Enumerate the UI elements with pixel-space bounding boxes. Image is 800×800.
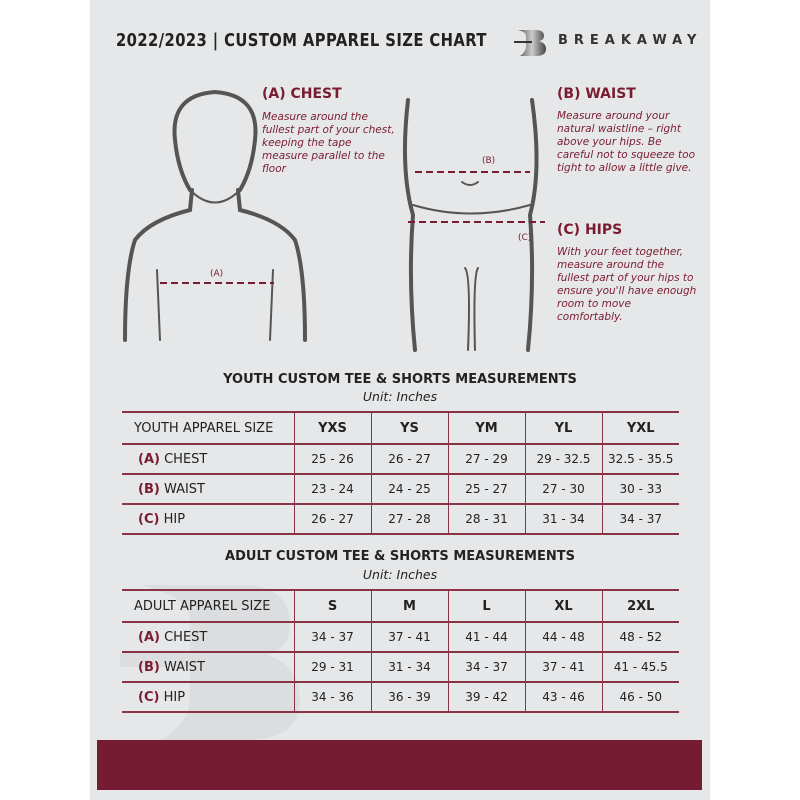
table-cell: 34 - 37 xyxy=(447,651,525,683)
table-row: (B) WAIST 29 - 31 31 - 34 34 - 37 37 - 4… xyxy=(122,651,679,683)
youth-table-title: YOUTH CUSTOM TEE & SHORTS MEASUREMENTS xyxy=(223,372,577,387)
hips-heading: (C) HIPS xyxy=(557,222,623,238)
page-title: 2022/2023 | CUSTOM APPAREL SIZE CHART xyxy=(116,30,487,51)
table-cell: 28 - 31 xyxy=(447,503,525,535)
table-cell: 30 - 33 xyxy=(601,473,679,505)
table-cell: 23 - 24 xyxy=(293,473,371,505)
column-header: YOUTH APPAREL SIZE xyxy=(122,411,294,445)
table-cell: 24 - 25 xyxy=(370,473,448,505)
table-cell: 36 - 39 xyxy=(370,681,448,713)
youth-size-table: YOUTH APPAREL SIZE YXS YS YM YL YXL (A) … xyxy=(122,411,679,535)
column-header: ADULT APPAREL SIZE xyxy=(122,589,294,623)
column-header: S xyxy=(293,589,371,623)
table-cell: 25 - 27 xyxy=(447,473,525,505)
table-row: (A) CHEST 34 - 37 37 - 41 41 - 44 44 - 4… xyxy=(122,621,679,653)
table-row: (C) HIP 26 - 27 27 - 28 28 - 31 31 - 34 … xyxy=(122,503,679,535)
chest-marker: (A) xyxy=(210,269,223,279)
table-row: (A) CHEST 25 - 26 26 - 27 27 - 29 29 - 3… xyxy=(122,443,679,475)
row-label: (C) HIP xyxy=(122,681,294,713)
table-cell: 34 - 36 xyxy=(293,681,371,713)
table-cell: 44 - 48 xyxy=(524,621,602,653)
row-label: (B) WAIST xyxy=(122,651,294,683)
column-header: YXS xyxy=(293,411,371,445)
adult-size-table: ADULT APPAREL SIZE S M L XL 2XL (A) CHES… xyxy=(122,589,679,713)
column-header: YM xyxy=(447,411,525,445)
column-header: YL xyxy=(524,411,602,445)
hips-description: With your feet together, measure around … xyxy=(557,246,697,323)
upper-body-figure xyxy=(123,89,307,342)
table-cell: 39 - 42 xyxy=(447,681,525,713)
table-cell: 25 - 26 xyxy=(293,443,371,475)
lower-body-figure xyxy=(402,98,539,352)
column-header: YS xyxy=(370,411,448,445)
youth-table-unit: Unit: Inches xyxy=(362,389,438,404)
body-illustrations: (A) (B) (C) xyxy=(123,89,545,352)
measure-lines xyxy=(160,171,545,284)
table-header-row: YOUTH APPAREL SIZE YXS YS YM YL YXL xyxy=(122,411,679,445)
table-cell: 48 - 52 xyxy=(601,621,679,653)
row-label: (A) CHEST xyxy=(122,621,294,653)
table-cell: 31 - 34 xyxy=(370,651,448,683)
column-header: 2XL xyxy=(601,589,679,623)
column-header: M xyxy=(370,589,448,623)
adult-table-unit: Unit: Inches xyxy=(362,567,438,582)
table-cell: 41 - 45.5 xyxy=(601,651,679,683)
column-header: YXL xyxy=(601,411,679,445)
table-row: (B) WAIST 23 - 24 24 - 25 25 - 27 27 - 3… xyxy=(122,473,679,505)
table-cell: 43 - 46 xyxy=(524,681,602,713)
footer-band xyxy=(97,740,702,790)
hips-marker: (C) xyxy=(518,233,531,243)
column-header: L xyxy=(447,589,525,623)
chest-heading: (A) CHEST xyxy=(262,86,342,102)
table-cell: 26 - 27 xyxy=(293,503,371,535)
table-cell: 27 - 30 xyxy=(524,473,602,505)
table-cell: 37 - 41 xyxy=(370,621,448,653)
waist-marker: (B) xyxy=(482,156,495,166)
row-label: (C) HIP xyxy=(122,503,294,535)
table-cell: 27 - 29 xyxy=(447,443,525,475)
table-header-row: ADULT APPAREL SIZE S M L XL 2XL xyxy=(122,589,679,623)
table-cell: 29 - 32.5 xyxy=(524,443,602,475)
column-header: XL xyxy=(524,589,602,623)
table-cell: 34 - 37 xyxy=(601,503,679,535)
breakaway-logo-icon xyxy=(514,30,546,56)
table-cell: 41 - 44 xyxy=(447,621,525,653)
waist-heading: (B) WAIST xyxy=(557,86,636,102)
table-cell: 29 - 31 xyxy=(293,651,371,683)
adult-table-title: ADULT CUSTOM TEE & SHORTS MEASUREMENTS xyxy=(225,549,575,564)
row-label: (A) CHEST xyxy=(122,443,294,475)
chest-description: Measure around the fullest part of your … xyxy=(262,111,395,175)
table-cell: 46 - 50 xyxy=(601,681,679,713)
table-cell: 31 - 34 xyxy=(524,503,602,535)
table-row: (C) HIP 34 - 36 36 - 39 39 - 42 43 - 46 … xyxy=(122,681,679,713)
table-cell: 26 - 27 xyxy=(370,443,448,475)
table-cell: 27 - 28 xyxy=(370,503,448,535)
table-cell: 37 - 41 xyxy=(524,651,602,683)
table-cell: 32.5 - 35.5 xyxy=(601,443,679,475)
row-label: (B) WAIST xyxy=(122,473,294,505)
table-cell: 34 - 37 xyxy=(293,621,371,653)
size-chart-sheet: 2022/2023 | CUSTOM APPAREL SIZE CHART BR… xyxy=(90,0,710,800)
waist-description: Measure around your natural waistline – … xyxy=(557,110,695,174)
brand-name: BREAKAWAY xyxy=(558,33,703,48)
